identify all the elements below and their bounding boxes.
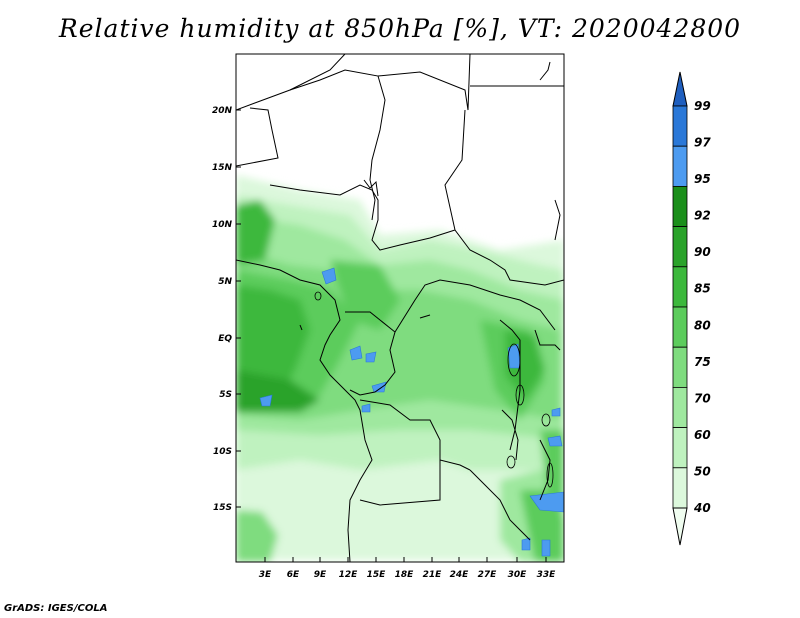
colorbar: 99 97 95 92 90 85 80 75 70 60 50 40 (672, 71, 711, 546)
colorbar-segment (672, 145, 688, 187)
colorbar-label: 92 (694, 209, 711, 223)
colorbar-segment (672, 386, 688, 428)
credit-label: GrADS: IGES/COLA (4, 603, 108, 614)
lon-label: 15E (367, 570, 387, 580)
colorbar-label: 97 (694, 136, 711, 150)
colorbar-label: 75 (694, 355, 711, 369)
lon-label: 3E (259, 570, 272, 580)
colorbar-segment (672, 427, 688, 469)
map-title: Relative humidity at 850hPa [%], VT: 202… (58, 14, 742, 43)
lon-label: 21E (423, 570, 443, 580)
lon-label: 27E (478, 570, 498, 580)
colorbar-segment (672, 105, 688, 147)
lon-label: 33E (537, 570, 557, 580)
lon-label: 24E (450, 570, 470, 580)
lat-label: 15S (213, 503, 232, 513)
lat-label: 10S (213, 447, 232, 457)
colorbar-segment (672, 346, 688, 388)
lat-label: 5S (219, 390, 232, 400)
colorbar-segment (672, 306, 688, 348)
colorbar-label: 99 (694, 99, 711, 113)
colorbar-label: 90 (694, 245, 711, 259)
lat-label: 5N (218, 277, 232, 287)
lon-label: 9E (314, 570, 327, 580)
colorbar-label: 50 (694, 464, 711, 478)
lon-label: 12E (339, 570, 359, 580)
colorbar-segment (672, 226, 688, 268)
colorbar-segment (672, 185, 688, 227)
colorbar-segment (672, 507, 688, 546)
lon-label: 30E (508, 570, 528, 580)
lon-label: 6E (287, 570, 300, 580)
colorbar-segment (672, 467, 688, 509)
colorbar-segment (672, 71, 688, 107)
colorbar-segment (672, 266, 688, 308)
colorbar-label: 40 (693, 501, 711, 515)
longitude-axis: 3E 6E 9E 12E 15E 18E 21E 24E 27E 30E 33E (259, 557, 556, 580)
colorbar-label: 70 (694, 391, 711, 405)
map-frame (235, 53, 565, 563)
colorbar-label: 80 (694, 318, 711, 332)
lat-label: EQ (218, 334, 232, 344)
humidity-field (236, 54, 564, 562)
lat-label: 15N (212, 163, 233, 173)
lat-label: 10N (212, 220, 233, 230)
latitude-axis: 20N 15N 10N 5N EQ 5S 10S 15S (212, 106, 241, 513)
colorbar-label: 95 (694, 172, 711, 186)
colorbar-label: 85 (694, 282, 711, 296)
colorbar-label: 60 (694, 428, 711, 442)
lon-label: 18E (395, 570, 415, 580)
lat-label: 20N (212, 106, 233, 116)
